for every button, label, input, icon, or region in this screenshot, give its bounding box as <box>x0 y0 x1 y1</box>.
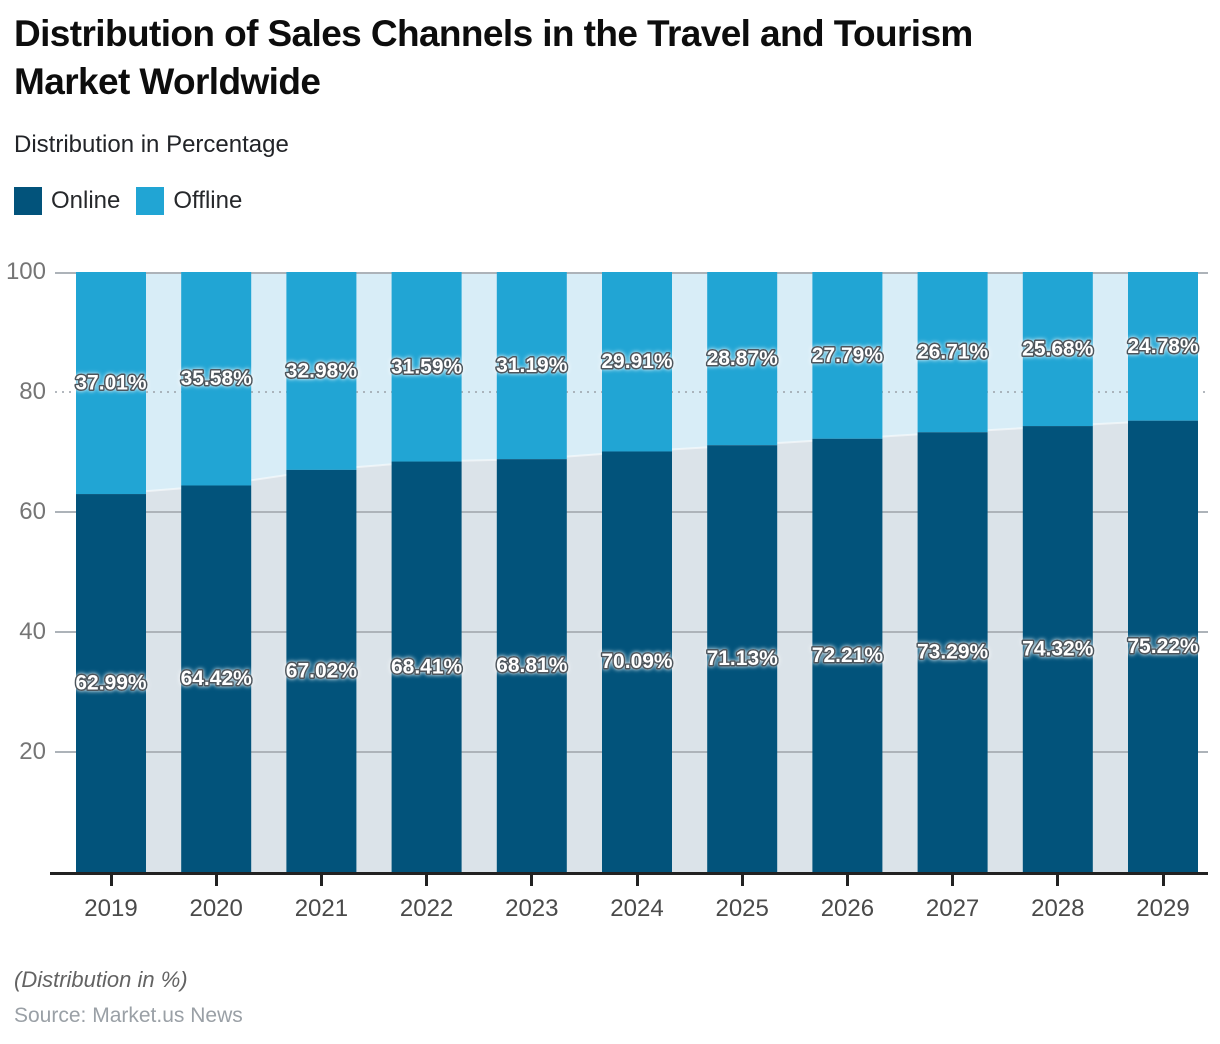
x-axis-label-2022: 2022 <box>399 895 454 922</box>
x-axis-tick-2023 <box>530 875 534 886</box>
bar-offline-2025[interactable] <box>707 272 778 446</box>
x-axis-tick-2028 <box>1056 875 1060 886</box>
value-label-online-2027: 73.29% <box>917 641 989 664</box>
stacked-bar-chart: 37.01% 62.99% 35.58% 64.42% 32.98% 67.02% 31.5… <box>55 272 1208 872</box>
value-label-online-2020: 64.42% <box>181 667 253 690</box>
value-label-offline-2027: 26.71% <box>917 341 989 364</box>
bar-online-2025[interactable] <box>707 445 778 872</box>
value-label-offline-2020: 35.58% <box>181 367 253 390</box>
bar-offline-2021[interactable] <box>286 272 357 470</box>
y-axis-label-60: 60 <box>19 498 46 525</box>
x-axis-tick-2026 <box>845 875 849 886</box>
legend-item-offline[interactable]: Offline <box>136 187 242 215</box>
x-axis-tick-2029 <box>1161 875 1165 886</box>
x-axis-label-2024: 2024 <box>610 895 664 922</box>
bar-offline-2019[interactable] <box>76 272 146 495</box>
value-label-online-2021: 67.02% <box>286 659 358 682</box>
x-axis-label-2025: 2025 <box>715 895 769 922</box>
bar-offline-2022[interactable] <box>391 272 462 462</box>
value-label-online-2025: 71.13% <box>707 647 779 670</box>
bar-offline-2027[interactable] <box>917 272 988 433</box>
bar-offline-2028[interactable] <box>1022 272 1093 427</box>
y-axis-label-100: 100 <box>5 258 46 285</box>
page-title: Distribution of Sales Channels in the Tr… <box>14 13 973 102</box>
value-label-offline-2028: 25.68% <box>1022 338 1094 361</box>
bar-online-2023[interactable] <box>496 459 567 872</box>
value-label-offline-2024: 29.91% <box>601 350 673 373</box>
value-label-offline-2021: 32.98% <box>286 359 358 382</box>
x-axis-label-2029: 2029 <box>1136 895 1190 922</box>
value-label-offline-2029: 24.78% <box>1127 335 1199 358</box>
legend-label-online: Online <box>51 187 121 214</box>
x-axis-label-2019: 2019 <box>84 895 138 922</box>
y-axis-label-80: 80 <box>19 378 46 405</box>
bar-offline-2024[interactable] <box>602 272 672 452</box>
bar-offline-2020[interactable] <box>181 272 252 486</box>
chart-footnote: (Distribution in %) <box>14 967 188 992</box>
bar-online-2024[interactable] <box>602 451 672 872</box>
value-label-offline-2022: 31.59% <box>391 355 463 378</box>
value-label-online-2029: 75.22% <box>1127 635 1199 658</box>
legend: Online Offline <box>14 187 258 215</box>
x-axis-tick-2020 <box>214 875 218 886</box>
x-axis-label-2026: 2026 <box>820 895 875 922</box>
bar-online-2028[interactable] <box>1022 426 1093 872</box>
bar-offline-2023[interactable] <box>496 272 567 460</box>
x-axis-tick-2019 <box>109 875 113 886</box>
value-label-online-2028: 74.32% <box>1022 638 1094 661</box>
value-label-online-2022: 68.41% <box>391 655 463 678</box>
bar-online-2019[interactable] <box>76 494 146 872</box>
bar-offline-2026[interactable] <box>812 272 883 439</box>
x-axis-label-2023: 2023 <box>505 895 559 922</box>
value-label-offline-2026: 27.79% <box>812 344 884 367</box>
bar-online-2029[interactable] <box>1128 420 1198 872</box>
value-label-offline-2025: 28.87% <box>707 347 779 370</box>
value-label-offline-2019: 37.01% <box>75 372 147 395</box>
x-axis-label-2027: 2027 <box>925 895 980 922</box>
value-label-online-2023: 68.81% <box>496 654 568 677</box>
x-axis-tick-2024 <box>635 875 639 886</box>
value-label-online-2026: 72.21% <box>812 644 884 667</box>
x-axis-label-2028: 2028 <box>1031 895 1085 922</box>
bar-online-2026[interactable] <box>812 438 883 872</box>
chart-source: Source: Market.us News <box>14 1004 243 1027</box>
value-label-offline-2023: 31.19% <box>496 354 568 377</box>
legend-label-offline: Offline <box>173 187 243 214</box>
bar-online-2027[interactable] <box>917 432 988 872</box>
legend-swatch-online <box>14 187 42 215</box>
chart-subtitle: Distribution in Percentage <box>14 131 289 158</box>
legend-swatch-offline <box>136 187 165 215</box>
legend-item-online[interactable]: Online <box>14 187 120 215</box>
x-axis-tick-2027 <box>951 875 955 886</box>
y-axis-label-20: 20 <box>19 738 46 765</box>
bar-online-2021[interactable] <box>286 469 357 872</box>
bar-online-2022[interactable] <box>391 461 462 872</box>
x-axis-label-2020: 2020 <box>189 895 243 922</box>
x-axis-tick-2021 <box>319 875 323 886</box>
value-label-online-2019: 62.99% <box>75 672 147 695</box>
x-axis-label-2021: 2021 <box>294 895 349 922</box>
bar-offline-2029[interactable] <box>1128 272 1198 421</box>
bar-online-2020[interactable] <box>181 485 252 872</box>
value-label-online-2024: 70.09% <box>601 650 673 673</box>
x-axis-line <box>50 872 1208 875</box>
x-axis-tick-2022 <box>425 875 429 886</box>
y-axis-label-40: 40 <box>19 618 46 645</box>
x-axis-tick-2025 <box>740 875 744 886</box>
